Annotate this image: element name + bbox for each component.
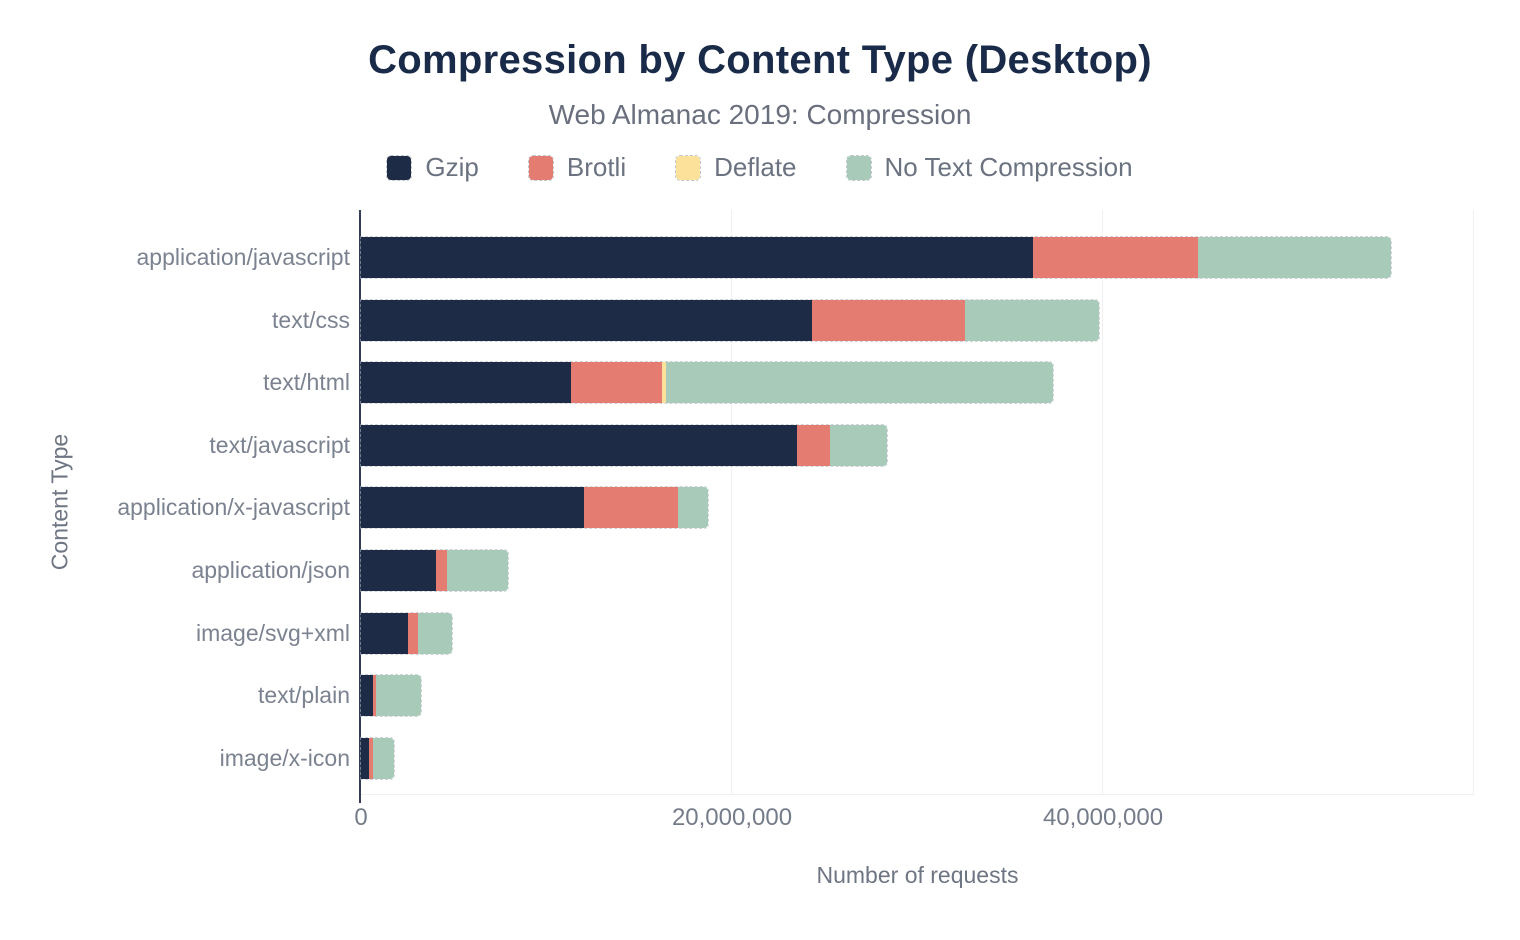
legend-item-deflate: Deflate xyxy=(675,152,797,183)
category-label-text-css: text/css xyxy=(272,306,350,333)
bar-text-plain xyxy=(360,674,422,718)
bar-segment-no-text-compression-text-html[interactable] xyxy=(665,362,1054,404)
bar-segment-brotli-text-plain[interactable] xyxy=(373,675,376,717)
bar-segment-deflate-text-html[interactable] xyxy=(662,362,666,404)
category-label-text-javascript: text/javascript xyxy=(209,431,350,458)
bar-segment-gzip-application-javascript[interactable] xyxy=(361,237,1033,278)
legend-swatch-brotli xyxy=(527,154,554,181)
legend-item-gzip: Gzip xyxy=(386,152,479,183)
bar-segment-no-text-compression-image-svg-xml[interactable] xyxy=(418,612,452,654)
bar-segment-brotli-application-x-javascript[interactable] xyxy=(583,487,679,529)
bar-segment-brotli-application-json[interactable] xyxy=(436,550,448,591)
bar-segment-no-text-compression-application-json[interactable] xyxy=(447,550,508,591)
bar-segment-gzip-text-javascript[interactable] xyxy=(361,424,797,466)
bar-text-javascript xyxy=(360,423,888,467)
bar-segment-gzip-text-plain[interactable] xyxy=(361,675,374,717)
category-label-application-x-javascript: application/x-javascript xyxy=(117,494,350,521)
legend-label-no-text-compression: No Text Compression xyxy=(884,152,1133,182)
grid-line-40000000 xyxy=(1102,210,1103,795)
chart-subtitle: Web Almanac 2019: Compression xyxy=(548,99,972,130)
legend-label-brotli: Brotli xyxy=(566,152,627,182)
bar-segment-gzip-application-x-javascript[interactable] xyxy=(361,487,584,529)
y-axis-line xyxy=(359,210,361,803)
legend-item-no-text-compression: No Text Compression xyxy=(845,152,1133,183)
bar-application-javascript xyxy=(360,236,1392,279)
legend-label-gzip: Gzip xyxy=(425,152,479,182)
x-tick-label-0: 0 xyxy=(354,804,368,831)
legend: Gzip Brotli Deflate No Text Compression xyxy=(0,152,1520,183)
bar-application-x-javascript xyxy=(360,486,709,530)
x-axis-baseline xyxy=(361,794,1474,795)
plot-area xyxy=(359,210,1474,803)
category-label-application-javascript: application/javascript xyxy=(136,244,350,270)
bar-segment-gzip-image-x-icon[interactable] xyxy=(361,737,370,779)
bar-segment-brotli-image-svg-xml[interactable] xyxy=(408,612,419,654)
grid-line-20000000 xyxy=(731,210,732,795)
bar-segment-brotli-text-css[interactable] xyxy=(811,299,965,341)
bar-image-svg-xml xyxy=(360,611,453,655)
bar-segment-no-text-compression-image-x-icon[interactable] xyxy=(373,737,395,779)
x-axis-title: Number of requests xyxy=(816,862,1019,888)
bar-application-json xyxy=(360,549,509,592)
bar-text-html xyxy=(359,361,1055,405)
category-label-application-json: application/json xyxy=(191,557,350,583)
legend-swatch-no-text-compression xyxy=(845,154,872,181)
legend-swatch-deflate xyxy=(675,154,702,181)
category-label-image-x-icon: image/x-icon xyxy=(219,744,350,771)
category-label-text-plain: text/plain xyxy=(257,682,350,709)
chart-title: Compression by Content Type (Desktop) xyxy=(368,38,1152,82)
x-tick-label-40000000: 40,000,000 xyxy=(1042,804,1164,831)
grid-line-60000000 xyxy=(1473,210,1474,795)
bar-segment-brotli-text-html[interactable] xyxy=(570,362,663,404)
legend-item-brotli: Brotli xyxy=(527,152,627,183)
bar-segment-no-text-compression-application-x-javascript[interactable] xyxy=(678,487,708,529)
category-labels: application/javascript text/css text/html t… xyxy=(0,210,361,795)
bar-segment-no-text-compression-text-plain[interactable] xyxy=(376,675,421,717)
legend-label-deflate: Deflate xyxy=(714,152,797,182)
x-tick-label-20000000: 20,000,000 xyxy=(671,804,793,831)
bar-segment-gzip-text-html[interactable] xyxy=(361,362,571,404)
bar-segment-no-text-compression-application-javascript[interactable] xyxy=(1197,237,1391,278)
legend-swatch-gzip xyxy=(386,154,413,181)
category-label-text-html: text/html xyxy=(263,369,350,396)
bar-segment-brotli-image-x-icon[interactable] xyxy=(369,737,374,779)
x-axis-ticks: 0 20,000,000 40,000,000 xyxy=(354,804,1474,836)
bar-image-x-icon xyxy=(359,736,396,780)
category-label-image-svg-xml: image/svg+xml xyxy=(195,619,350,646)
bar-segment-gzip-application-json[interactable] xyxy=(361,550,437,591)
y-axis-title: Content Type xyxy=(46,433,73,571)
bar-segment-gzip-image-svg-xml[interactable] xyxy=(361,612,409,654)
bar-segment-brotli-text-javascript[interactable] xyxy=(796,424,831,466)
bar-text-css xyxy=(359,298,1101,342)
bar-segment-brotli-application-javascript[interactable] xyxy=(1032,237,1198,278)
bar-segment-gzip-text-css[interactable] xyxy=(361,299,812,341)
bar-segment-no-text-compression-text-css[interactable] xyxy=(964,299,1100,341)
bar-segment-no-text-compression-text-javascript[interactable] xyxy=(830,424,887,466)
